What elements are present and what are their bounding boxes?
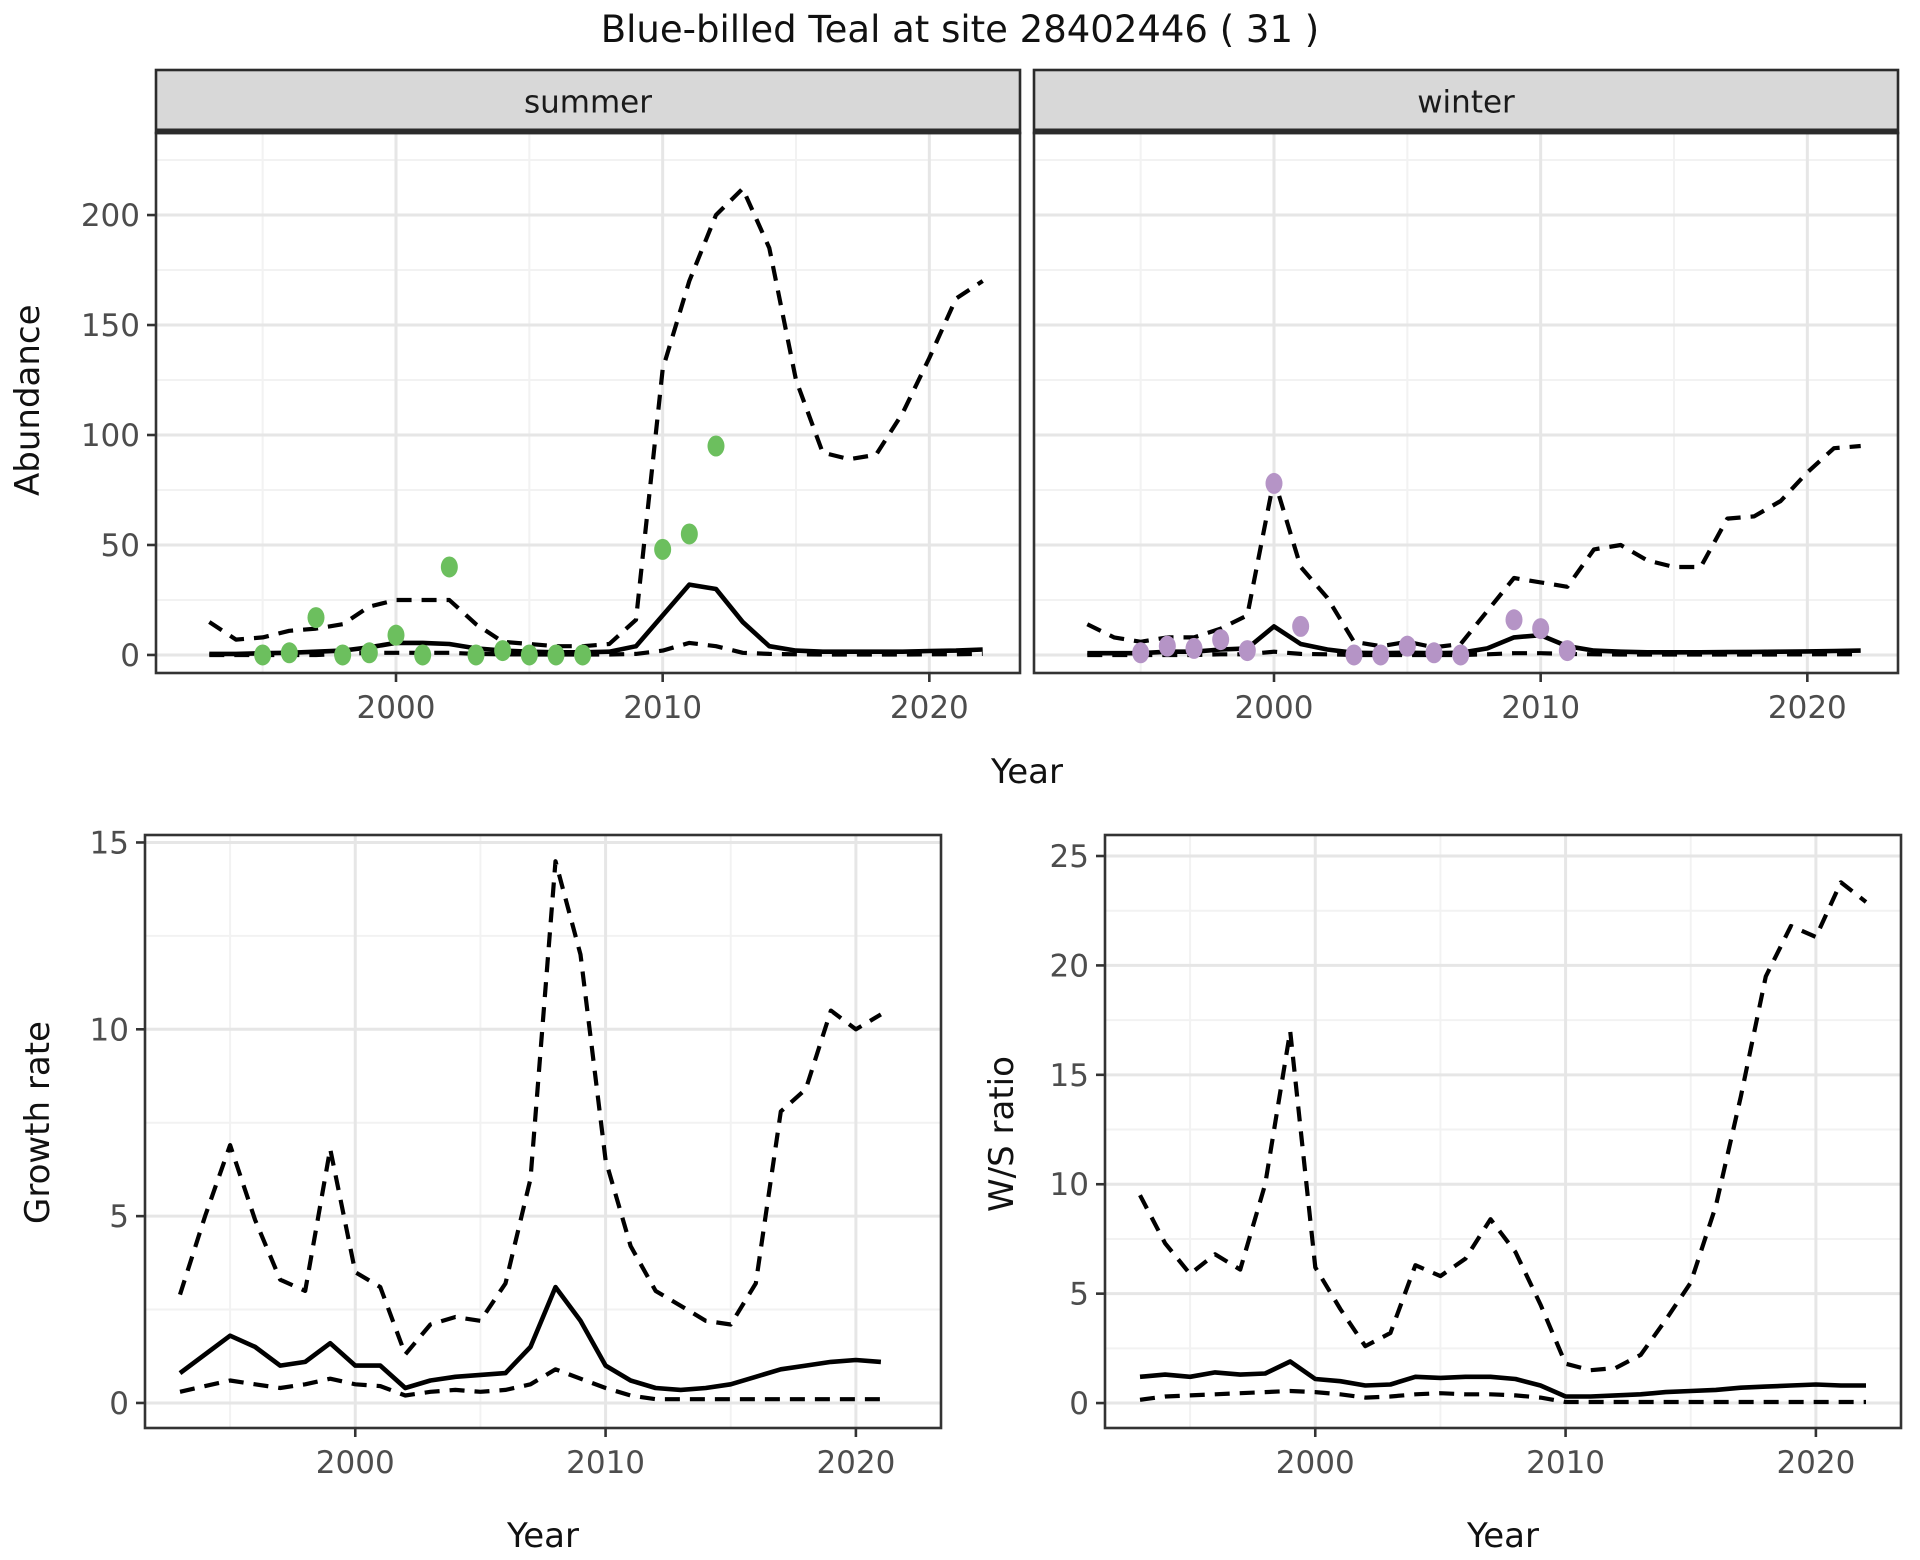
observation-point [414, 644, 432, 666]
y-tick-label: 0 [109, 1386, 129, 1422]
x-tick-label: 2010 [566, 1445, 645, 1481]
observation-point [1398, 635, 1416, 657]
y-tick-label: 5 [109, 1199, 129, 1235]
observation-point [280, 642, 298, 664]
panel-background-ws-ratio [1105, 835, 1901, 1428]
median-line-growth-rate [178, 1284, 882, 1393]
y-axis-title-abundance: Abundance [8, 304, 48, 496]
facet-label-winter: winter [1417, 85, 1515, 121]
panel-background-abundance-summer [156, 133, 1020, 673]
observation-point [1132, 642, 1150, 664]
y-tick-label: 150 [81, 308, 140, 344]
panel-border-ws-ratio [1103, 833, 1903, 1430]
observation-point [520, 644, 538, 666]
observation-point [1372, 644, 1390, 666]
observation-point [334, 644, 352, 666]
facet-label-summer: summer [524, 85, 652, 121]
y-tick-label: 25 [1050, 839, 1089, 875]
x-tick-label: 2020 [1776, 1445, 1855, 1481]
ci-lower-line-abundance-winter [1087, 649, 1861, 658]
x-tick-label: 2010 [1526, 1445, 1605, 1481]
x-tick-label: 2010 [1501, 690, 1580, 726]
observation-point [680, 523, 698, 545]
x-tick-label: 2000 [357, 690, 436, 726]
observation-point [440, 556, 458, 578]
observation-point [654, 538, 672, 560]
median-line-ws-ratio [1139, 1359, 1866, 1399]
ci-upper-line-abundance-winter [1086, 443, 1861, 650]
observation-point [1265, 472, 1283, 494]
y-tick-label: 200 [81, 198, 140, 234]
observation-point [360, 642, 378, 664]
y-tick-label: 20 [1050, 948, 1089, 984]
x-axis-title-ws-ratio: Year [1467, 1516, 1539, 1556]
figure-title: Blue-billed Teal at site 28402446 ( 31 ) [600, 8, 1320, 51]
panel-background-growth-rate [145, 835, 941, 1428]
observation-point [494, 640, 512, 662]
y-tick-label: 50 [101, 528, 140, 564]
y-tick-label: 0 [1069, 1386, 1089, 1422]
x-tick-label: 2000 [1276, 1445, 1355, 1481]
y-tick-label: 10 [1050, 1167, 1089, 1203]
observation-point [1158, 635, 1176, 657]
observation-point [1452, 644, 1470, 666]
observation-point [1345, 644, 1363, 666]
observation-point [574, 644, 592, 666]
panel-border-growth-rate [143, 833, 943, 1430]
observation-point [547, 644, 565, 666]
x-tick-label: 2000 [1235, 690, 1314, 726]
x-tick-label: 2000 [316, 1445, 395, 1481]
x-axis-title-top: Year [991, 752, 1063, 792]
observation-point [1505, 609, 1523, 631]
observation-point [1292, 615, 1310, 637]
x-axis-title-growth-rate: Year [507, 1516, 579, 1556]
panel-background-abundance-winter [1034, 133, 1898, 673]
y-tick-label: 15 [90, 825, 129, 861]
x-tick-label: 2020 [816, 1445, 895, 1481]
observation-point [307, 607, 325, 629]
observation-point [254, 644, 272, 666]
observation-point [1425, 642, 1443, 664]
y-axis-title-ws-ratio: W/S ratio [982, 1056, 1022, 1212]
y-tick-label: 100 [81, 418, 140, 454]
observation-point [1558, 640, 1576, 662]
y-tick-label: 5 [1069, 1277, 1089, 1313]
y-tick-label: 0 [120, 638, 140, 674]
observation-point [1185, 637, 1203, 659]
observation-point [1532, 618, 1550, 640]
median-line-abundance-winter [1087, 624, 1861, 656]
x-tick-label: 2020 [890, 690, 969, 726]
observation-point [1212, 629, 1230, 651]
observation-point [1238, 640, 1256, 662]
y-axis-title-growth-rate: Growth rate [18, 1021, 58, 1224]
x-tick-label: 2020 [1768, 690, 1847, 726]
ci-lower-line-ws-ratio [1139, 1388, 1866, 1405]
ci-lower-line-growth-rate [179, 1367, 881, 1402]
x-tick-label: 2010 [623, 690, 702, 726]
ci-upper-line-ws-ratio [1138, 880, 1868, 1373]
observation-point [707, 435, 725, 457]
ci-upper-line-abundance-summer [208, 186, 984, 649]
observation-point [467, 644, 485, 666]
y-tick-label: 10 [90, 1012, 129, 1048]
y-tick-label: 15 [1050, 1058, 1089, 1094]
observation-point [387, 624, 405, 646]
facet-strip-summer [154, 68, 1022, 135]
